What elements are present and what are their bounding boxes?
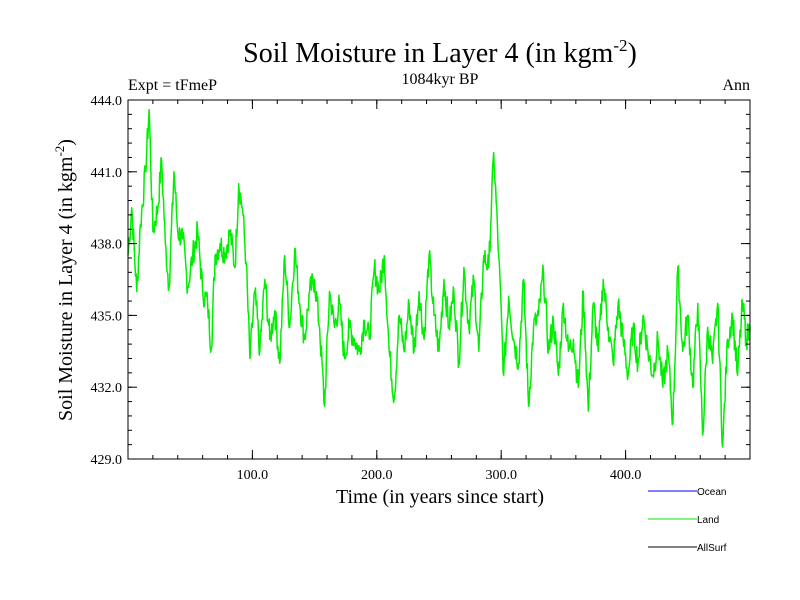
tick-layer: 100.0 200.0 300.0 400.0 429.0 432.0 435.0 438.0…	[91, 94, 750, 483]
chart-title-sup: -2	[613, 36, 627, 55]
x-tick-label: 300.0	[485, 468, 517, 483]
chart-subtitle: 1084kyr BP	[402, 71, 479, 88]
season-label: Ann	[722, 77, 750, 94]
y-tick-label: 438.0	[91, 238, 123, 253]
x-tick-label: 200.0	[361, 468, 393, 483]
y-axis-label-sup: -2	[52, 146, 67, 157]
y-axis-label: Soil Moisture in Layer 4 (in kgm-2)	[52, 139, 77, 421]
legend: Ocean Land AllSurf	[648, 487, 727, 554]
series-line-land	[127, 108, 751, 448]
y-tick-label: 432.0	[91, 381, 123, 396]
y-tick-label: 429.0	[91, 453, 123, 468]
chart-title-close: )	[628, 38, 637, 69]
series-layer	[127, 108, 751, 448]
x-tick-label: 100.0	[237, 468, 269, 483]
plot-frame	[127, 99, 751, 460]
y-tick-label: 435.0	[91, 309, 123, 324]
legend-label-land: Land	[697, 515, 719, 526]
y-tick-label: 441.0	[91, 166, 123, 181]
legend-label-allsurf: AllSurf	[697, 543, 727, 554]
experiment-label: Expt = tFmeP	[128, 77, 217, 94]
y-tick-label: 444.0	[91, 94, 123, 109]
x-axis-label: Time (in years since start)	[336, 486, 544, 508]
chart-title: Soil Moisture in Layer 4 (in kgm-2)	[243, 36, 637, 69]
x-tick-label: 400.0	[610, 468, 642, 483]
legend-label-ocean: Ocean	[697, 487, 726, 498]
y-axis-label-close: )	[55, 139, 77, 146]
